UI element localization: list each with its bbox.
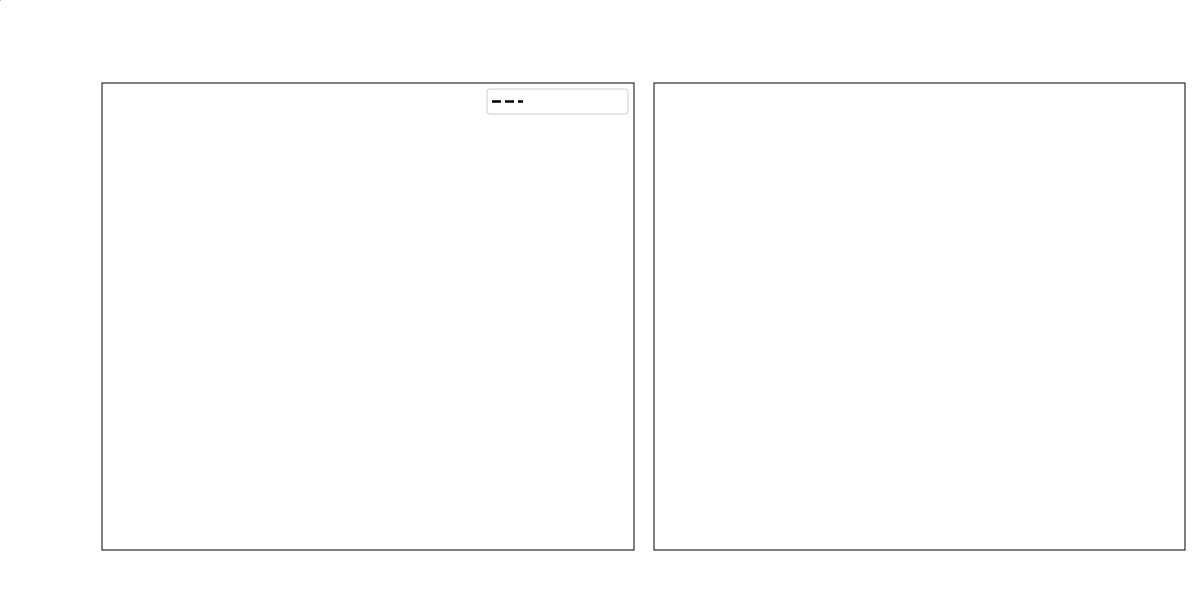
plot-frame-true-positives <box>653 82 1186 551</box>
legend-frame <box>486 88 629 115</box>
legend <box>486 88 629 115</box>
plot-frame-false-negatives <box>101 82 635 551</box>
panel-false-negatives <box>101 82 635 551</box>
panel-true-positives <box>653 82 1186 551</box>
